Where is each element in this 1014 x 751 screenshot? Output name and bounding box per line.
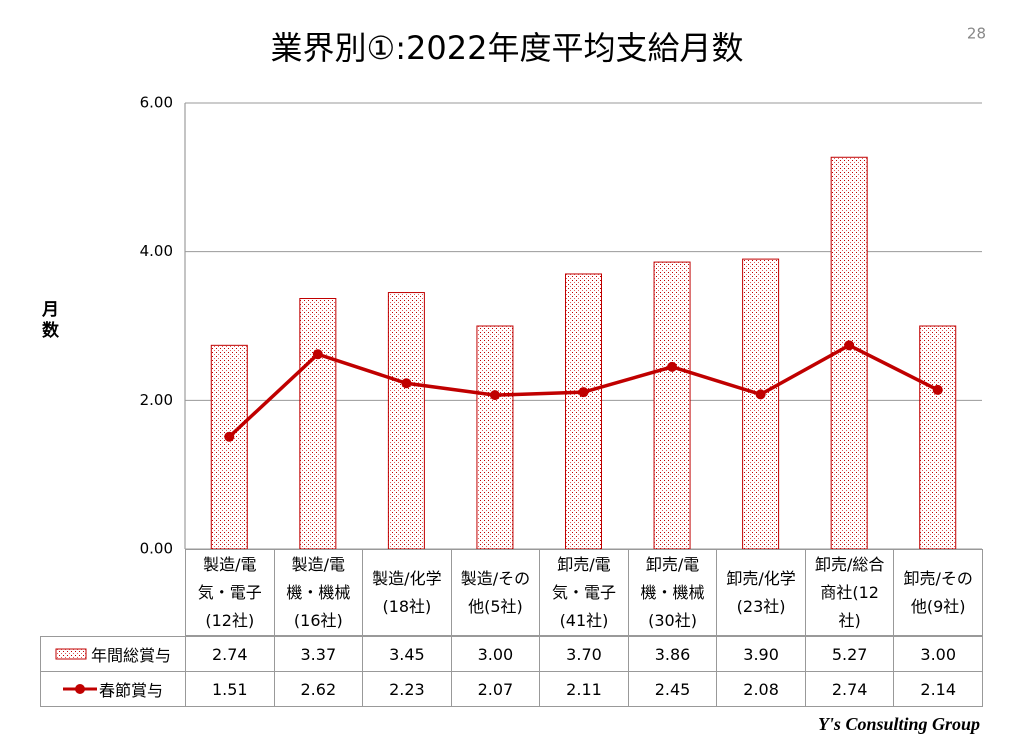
legend-icon <box>62 684 97 694</box>
table-value: 3.70 <box>539 636 629 672</box>
bar <box>387 292 425 550</box>
bar <box>919 325 957 550</box>
category-label: 卸売/電機・機械(30社) <box>627 549 718 636</box>
category-label: 卸売/総合商社(12社) <box>804 549 895 636</box>
chart-title: 業界別①:2022年度平均支給月数 <box>271 29 744 67</box>
table-value: 3.86 <box>627 636 718 672</box>
table-value: 2.62 <box>273 671 364 707</box>
table-value: 2.11 <box>539 671 629 707</box>
table-value: 3.37 <box>273 636 364 672</box>
bar <box>210 344 248 550</box>
table-value: 2.74 <box>185 636 275 672</box>
table-value: 2.23 <box>362 671 452 707</box>
table-value: 3.45 <box>362 636 452 672</box>
category-label: 製造/その他(5社) <box>450 549 541 636</box>
marker <box>312 349 323 360</box>
marker <box>667 361 678 372</box>
category-label: 製造/化学(18社) <box>362 549 452 636</box>
bar <box>653 261 691 550</box>
marker <box>224 431 235 442</box>
y-axis-label: 月数 <box>38 300 58 342</box>
y-tick-label: 2.00 <box>140 391 173 409</box>
legend-swatch <box>74 684 85 694</box>
y-tick-label: 4.00 <box>140 242 173 260</box>
legend-entry: 春節賞与 <box>40 671 186 707</box>
page-number: 28 <box>967 25 986 43</box>
y-tick-label: 0.00 <box>140 540 173 558</box>
category-label: 卸売/その他(9社) <box>893 549 983 636</box>
table-value: 1.51 <box>185 671 275 707</box>
table-value: 5.27 <box>804 636 895 672</box>
y-tick-label: 6.00 <box>140 94 173 112</box>
bar <box>299 297 337 550</box>
legend-entry: 年間総賞与 <box>40 636 186 672</box>
footer: Y's Consulting Group <box>818 714 980 734</box>
table-value: 3.90 <box>716 636 806 672</box>
marker <box>844 340 855 351</box>
bar <box>565 273 602 550</box>
category-label: 製造/電気・電子(12社) <box>185 549 275 636</box>
marker <box>578 387 589 398</box>
bar <box>476 325 514 550</box>
table-value: 2.14 <box>893 671 983 707</box>
table-value: 2.74 <box>804 671 895 707</box>
legend-label: 年間総賞与 <box>90 646 171 665</box>
table-value: 3.00 <box>450 636 541 672</box>
marker <box>932 384 943 395</box>
table-value: 2.08 <box>716 671 806 707</box>
marker <box>489 390 500 401</box>
legend-swatch <box>55 648 87 660</box>
bar <box>742 258 780 550</box>
table-value: 2.45 <box>627 671 718 707</box>
marker <box>755 389 766 400</box>
marker <box>401 378 412 389</box>
category-label: 製造/電機・機械(16社) <box>273 549 364 636</box>
category-label: 卸売/化学(23社) <box>716 549 806 636</box>
legend-icon <box>55 648 87 660</box>
table-value: 3.00 <box>893 636 983 672</box>
category-label: 卸売/電気・電子(41社) <box>539 549 629 636</box>
legend-label: 春節賞与 <box>98 681 163 700</box>
table-value: 2.07 <box>450 671 541 707</box>
